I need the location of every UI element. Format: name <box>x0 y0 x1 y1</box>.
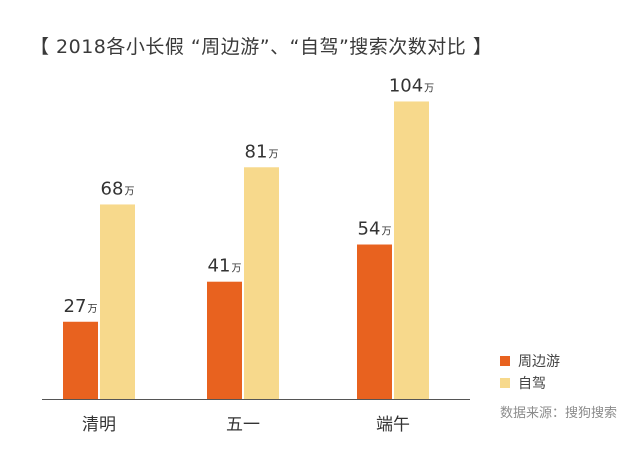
bar-series-1-1 <box>63 321 98 399</box>
data-label-series-1-2: 41万 <box>208 256 242 277</box>
bar-series-2-2 <box>244 167 279 399</box>
data-label-series-1-1: 27万 <box>64 296 98 317</box>
data-label-series-2-1: 68万 <box>101 178 135 199</box>
data-label-series-2-3: 104万 <box>389 75 434 96</box>
bar-series-1-3 <box>357 244 392 399</box>
chart-title: 【 2018各小长假 “周边游”、“自驾”搜索次数对比 】 <box>30 36 493 58</box>
legend: 周边游 自驾 <box>500 350 560 394</box>
legend-item-series-2: 自驾 <box>500 372 560 394</box>
legend-label-series-2: 自驾 <box>518 376 546 392</box>
bar-series-2-3 <box>394 101 429 399</box>
x-tick-label-2: 五一 <box>226 415 260 435</box>
x-tick-label-3: 端午 <box>376 415 410 435</box>
bar-series-1-2 <box>207 281 242 399</box>
legend-swatch-series-2 <box>500 378 510 388</box>
bar-series-2-1 <box>100 204 135 399</box>
data-source-note: 数据来源：搜狗搜索 <box>500 406 618 421</box>
legend-swatch-series-1 <box>500 356 510 366</box>
data-label-series-2-2: 81万 <box>245 141 279 162</box>
legend-label-series-1: 周边游 <box>518 354 560 370</box>
data-label-series-1-3: 54万 <box>358 219 392 240</box>
legend-item-series-1: 周边游 <box>500 350 560 372</box>
x-tick-label-1: 清明 <box>82 415 116 435</box>
